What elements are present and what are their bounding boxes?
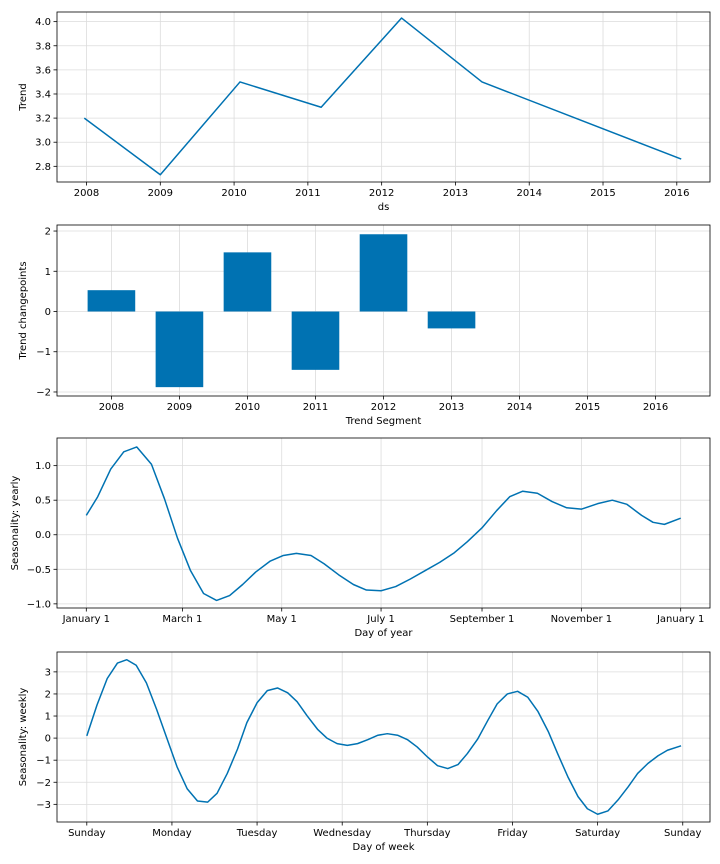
y-axis-title: Seasonality: weekly <box>18 688 29 787</box>
x-tick-label: January 1 <box>656 614 704 625</box>
seasonality-weekly-panel: Sunday Monday Tuesday Wednesday Thursday Frid… <box>18 651 711 853</box>
y-tick-label: 1 <box>45 267 51 278</box>
x-tick-label: Sunday <box>68 828 105 839</box>
x-tick-label: 2015 <box>590 188 615 199</box>
y-tick-label: 0 <box>45 307 51 318</box>
y-tick-label: 1 <box>45 712 51 723</box>
x-tick-label: November 1 <box>551 614 613 625</box>
y-tick-label: 2 <box>45 227 51 238</box>
x-axis-title: Day of week <box>352 842 414 853</box>
x-tick-label: September 1 <box>450 614 515 625</box>
bar-2010 <box>223 252 272 312</box>
seasonality-yearly-panel: January 1 March 1 May 1 July 1 September 1 No… <box>10 437 711 639</box>
y-tick-label: 0.0 <box>35 530 51 541</box>
x-tick-label: Sunday <box>664 828 701 839</box>
y-tick-label: 0 <box>45 734 51 745</box>
y-tick-label: −2 <box>36 778 51 789</box>
bar-2011 <box>291 311 340 370</box>
trend-panel: 2008 2009 2010 2011 2012 2013 2014 2015 2016 2.8 3… <box>18 11 711 213</box>
y-axis-title: Seasonality: yearly <box>10 476 21 571</box>
x-tick-label: May 1 <box>267 614 297 625</box>
x-tick-label: 2008 <box>99 402 124 413</box>
x-tick-label: 2012 <box>371 402 396 413</box>
axes-frame <box>56 651 711 823</box>
x-tick-label: 2013 <box>439 402 464 413</box>
y-tick-label: −1 <box>36 756 51 767</box>
x-tick-label: Friday <box>497 828 527 839</box>
x-tick-label: Monday <box>152 828 192 839</box>
x-tick-label: Wednesday <box>313 828 371 839</box>
x-tick-label: 2010 <box>221 188 246 199</box>
x-tick-label: 2009 <box>167 402 192 413</box>
x-axis-title: Day of year <box>354 628 413 639</box>
x-tick-label: 2014 <box>516 188 541 199</box>
x-axis-title: ds <box>378 202 390 213</box>
y-tick-label: 3 <box>45 667 51 678</box>
x-tick-label: 2011 <box>303 402 328 413</box>
y-axis-title: Trend <box>18 83 29 111</box>
y-tick-label: 3.2 <box>35 114 51 125</box>
bar-2012 <box>359 234 408 312</box>
y-tick-label: 2 <box>45 689 51 700</box>
y-tick-label: 0.5 <box>35 496 51 507</box>
y-tick-label: −1 <box>36 347 51 358</box>
x-tick-label: 2016 <box>664 188 689 199</box>
x-tick-label: Tuesday <box>236 828 278 839</box>
axes-frame <box>56 437 711 609</box>
bar-2009 <box>155 311 204 388</box>
bar-2013 <box>427 311 476 329</box>
x-tick-label: Saturday <box>575 828 620 839</box>
y-tick-label: 3.4 <box>35 89 51 100</box>
x-tick-label: 2010 <box>235 402 260 413</box>
x-tick-label: 2015 <box>575 402 600 413</box>
y-tick-label: −2 <box>36 387 51 398</box>
y-tick-label: 3.6 <box>35 65 51 76</box>
x-tick-label: 2016 <box>643 402 668 413</box>
x-tick-label: January 1 <box>62 614 110 625</box>
trend-changepoints-panel: 2008 2009 2010 2011 2012 2013 2014 2015 2016 −2 −1… <box>18 224 711 427</box>
x-tick-label: 2012 <box>369 188 394 199</box>
x-tick-label: July 1 <box>366 614 395 625</box>
y-tick-label: 3.8 <box>35 41 51 52</box>
x-tick-label: 2008 <box>74 188 99 199</box>
y-tick-label: 1.0 <box>35 461 51 472</box>
x-axis-title: Trend Segment <box>345 416 422 427</box>
series-line <box>83 17 682 176</box>
y-tick-label: 2.8 <box>35 162 51 173</box>
x-tick-label: 2014 <box>507 402 532 413</box>
x-tick-label: March 1 <box>162 614 202 625</box>
y-tick-label: 4.0 <box>35 17 51 28</box>
series-line <box>86 658 682 816</box>
series-line <box>85 446 681 602</box>
x-tick-label: 2011 <box>295 188 320 199</box>
x-tick-label: Thursday <box>403 828 451 839</box>
y-tick-label: −0.5 <box>27 565 51 576</box>
x-tick-label: 2009 <box>148 188 173 199</box>
y-axis-title: Trend changepoints <box>18 261 29 360</box>
y-tick-label: 3.0 <box>35 138 51 149</box>
axes-frame <box>56 11 711 183</box>
bar-2008 <box>87 290 136 312</box>
y-tick-label: −3 <box>36 800 51 811</box>
x-tick-label: 2013 <box>443 188 468 199</box>
y-tick-label: −1.0 <box>27 599 51 610</box>
